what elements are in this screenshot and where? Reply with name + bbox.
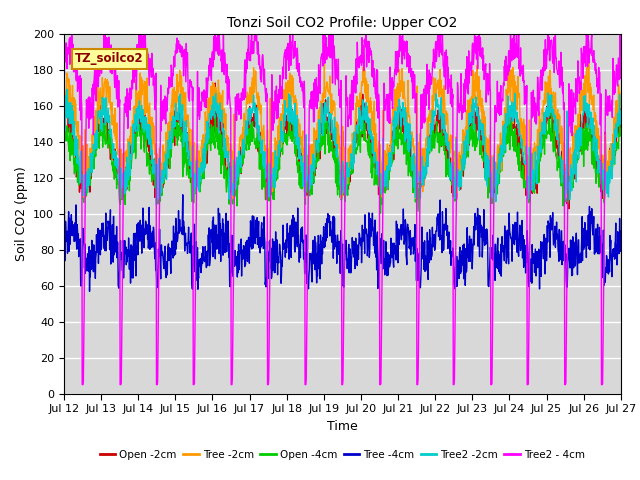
Text: TZ_soilco2: TZ_soilco2 [75, 52, 144, 65]
Title: Tonzi Soil CO2 Profile: Upper CO2: Tonzi Soil CO2 Profile: Upper CO2 [227, 16, 458, 30]
Y-axis label: Soil CO2 (ppm): Soil CO2 (ppm) [15, 166, 28, 261]
X-axis label: Time: Time [327, 420, 358, 432]
Legend: Open -2cm, Tree -2cm, Open -4cm, Tree -4cm, Tree2 -2cm, Tree2 - 4cm: Open -2cm, Tree -2cm, Open -4cm, Tree -4… [95, 445, 589, 464]
